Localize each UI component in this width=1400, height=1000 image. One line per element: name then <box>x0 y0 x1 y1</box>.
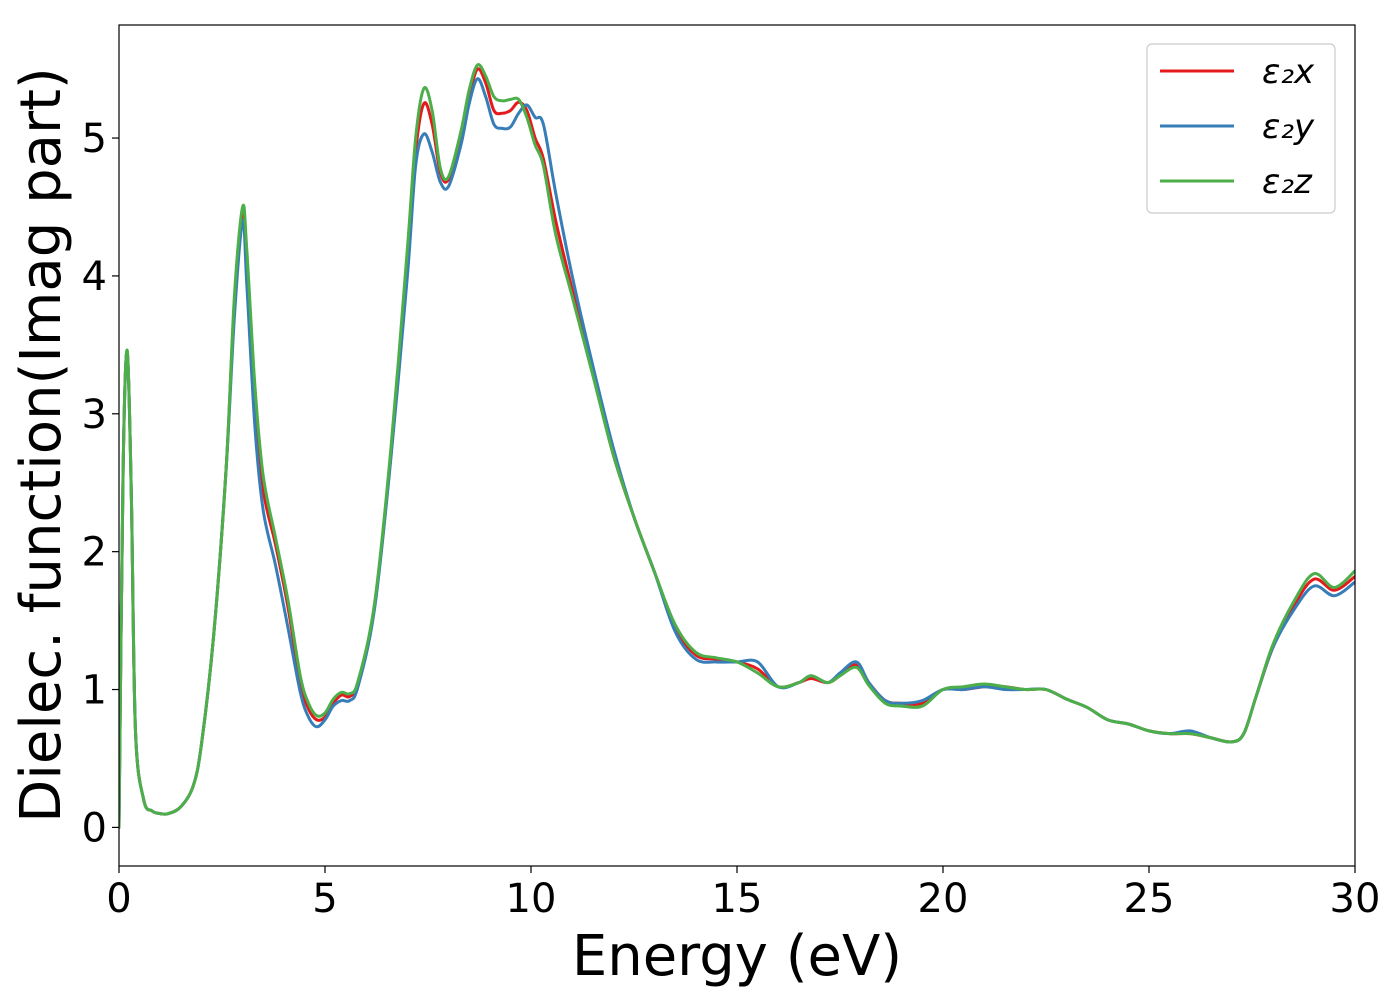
x-axis-label: Energy (eV) <box>572 924 902 989</box>
series-layer <box>119 63 1355 829</box>
y-axis-label: Dielec. function(Imag part) <box>9 67 74 823</box>
y-tick-label: 5 <box>82 116 107 162</box>
y-tick-label: 2 <box>82 530 107 576</box>
series-line-3 <box>119 63 1355 829</box>
x-tick-label: 25 <box>1124 876 1175 922</box>
y-tick-label: 0 <box>82 805 107 851</box>
legend-label-1: ε₂x <box>1262 52 1315 92</box>
x-tick-label: 15 <box>712 876 763 922</box>
y-tick-label: 3 <box>82 392 107 438</box>
y-tick-label: 1 <box>82 668 107 714</box>
x-tick-label: 20 <box>918 876 969 922</box>
x-axis: 0 5 10 15 20 25 30 <box>106 866 1380 922</box>
legend-box <box>1146 43 1336 214</box>
x-tick-label: 5 <box>312 876 337 922</box>
y-axis: 0 1 2 3 4 5 <box>82 116 119 851</box>
legend: ε₂x ε₂y ε₂z <box>1146 43 1336 214</box>
x-tick-label: 0 <box>106 876 131 922</box>
legend-label-2: ε₂y <box>1262 107 1315 147</box>
x-tick-label: 10 <box>506 876 557 922</box>
y-tick-label: 4 <box>82 254 107 300</box>
x-tick-label: 30 <box>1330 876 1381 922</box>
legend-label-3: ε₂z <box>1262 162 1313 202</box>
